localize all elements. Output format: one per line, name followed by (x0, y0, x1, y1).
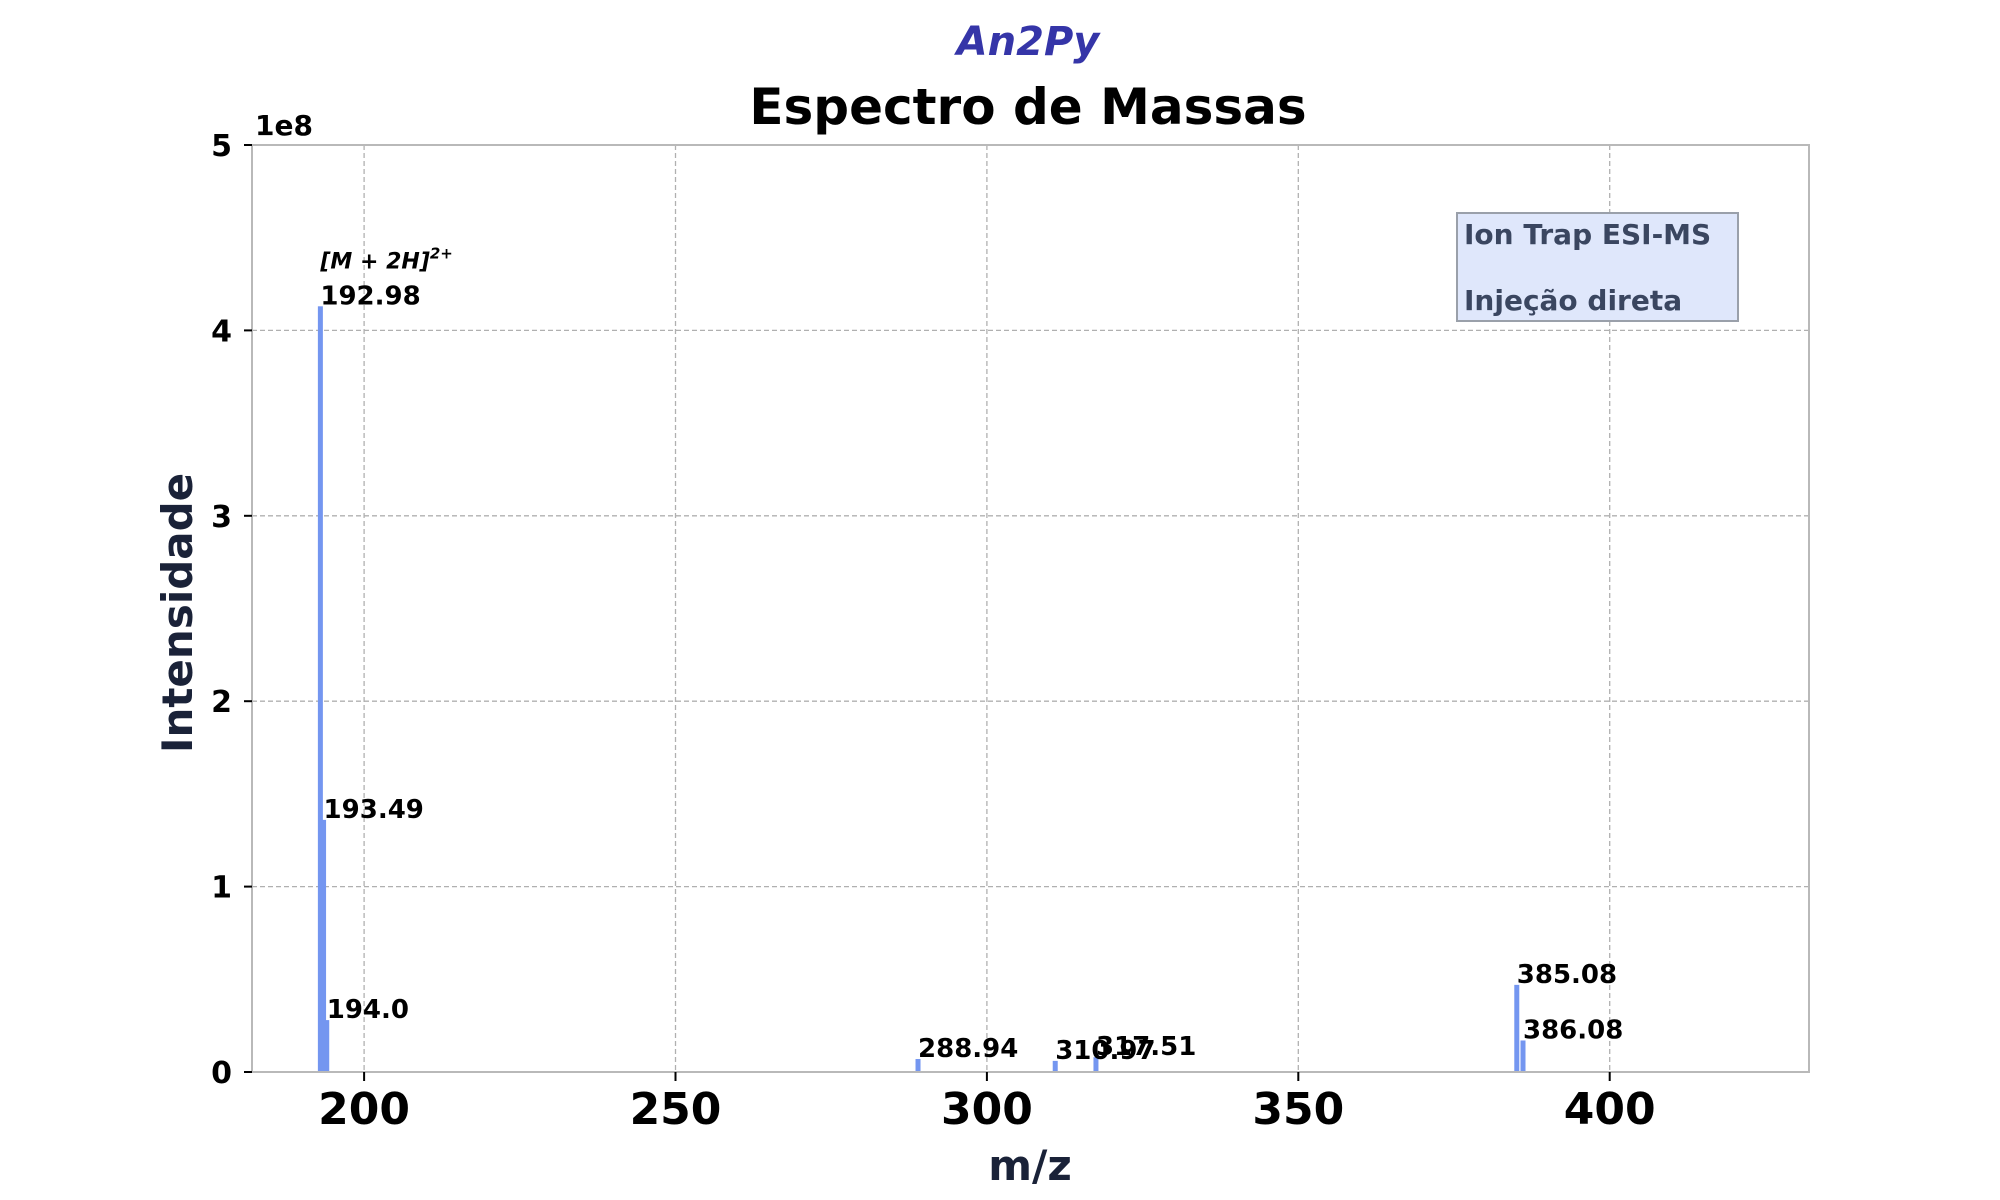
y-tick-label: 0 (211, 1056, 232, 1091)
y-tick-label: 4 (211, 314, 232, 349)
x-tick-label: 400 (1564, 1084, 1656, 1135)
spectrum-bar (1514, 984, 1520, 1072)
legend-line-instrument: Ion Trap ESI-MS (1464, 218, 1711, 251)
y-axis-label: Intensidade (153, 473, 202, 753)
peak-label: 317.51 (1096, 1032, 1196, 1062)
y-scale-multiplier: 1e8 (255, 109, 313, 142)
peak-label: 192.98 (320, 281, 420, 311)
x-tick-label: 300 (941, 1084, 1033, 1135)
legend-line-injection: Injeção direta (1464, 284, 1682, 317)
spectrum-bar (1052, 1060, 1058, 1072)
legend-background (1456, 212, 1739, 322)
grid-lines (252, 145, 1809, 1072)
peak-label: 386.08 (1523, 1015, 1623, 1045)
spectrum-bar (915, 1059, 921, 1072)
peak-label: 194.0 (327, 995, 409, 1025)
spectrum-bar (317, 306, 323, 1073)
annotation-superscript: 2+ (430, 244, 453, 262)
spectrum-bar (324, 1020, 330, 1072)
legend-box: Ion Trap ESI-MS Injeção direta (1456, 212, 1739, 322)
spectrum-bar (1093, 1057, 1099, 1072)
spectrum-bar (1520, 1040, 1526, 1072)
x-tick-label: 350 (1252, 1084, 1344, 1135)
peak-annotation: [M + 2H]2+ (319, 244, 453, 274)
axis-ticks: 200 250 300 350 400 0 1 2 3 4 5 (211, 129, 1656, 1135)
chart-title: Espectro de Massas (749, 78, 1306, 136)
x-tick-label: 200 (318, 1084, 410, 1135)
x-tick-label: 250 (630, 1084, 722, 1135)
spectrum-bar (321, 819, 327, 1072)
peak-label: 193.49 (324, 795, 424, 825)
y-tick-label: 1 (211, 871, 232, 906)
spectrum-bars (317, 306, 1526, 1073)
chart-subtitle: An2Py (954, 19, 1102, 65)
plot-frame (251, 144, 1810, 1073)
y-tick-label: 3 (211, 500, 232, 535)
annotation-base: [M + 2H] (319, 249, 429, 274)
x-axis-label: m/z (988, 1141, 1072, 1190)
peak-label: 385.08 (1517, 960, 1617, 990)
peak-label: 310.97 (1055, 1036, 1155, 1066)
y-tick-label: 5 (211, 129, 232, 164)
peak-label: 288.94 (918, 1034, 1018, 1064)
y-tick-label: 2 (211, 685, 232, 720)
